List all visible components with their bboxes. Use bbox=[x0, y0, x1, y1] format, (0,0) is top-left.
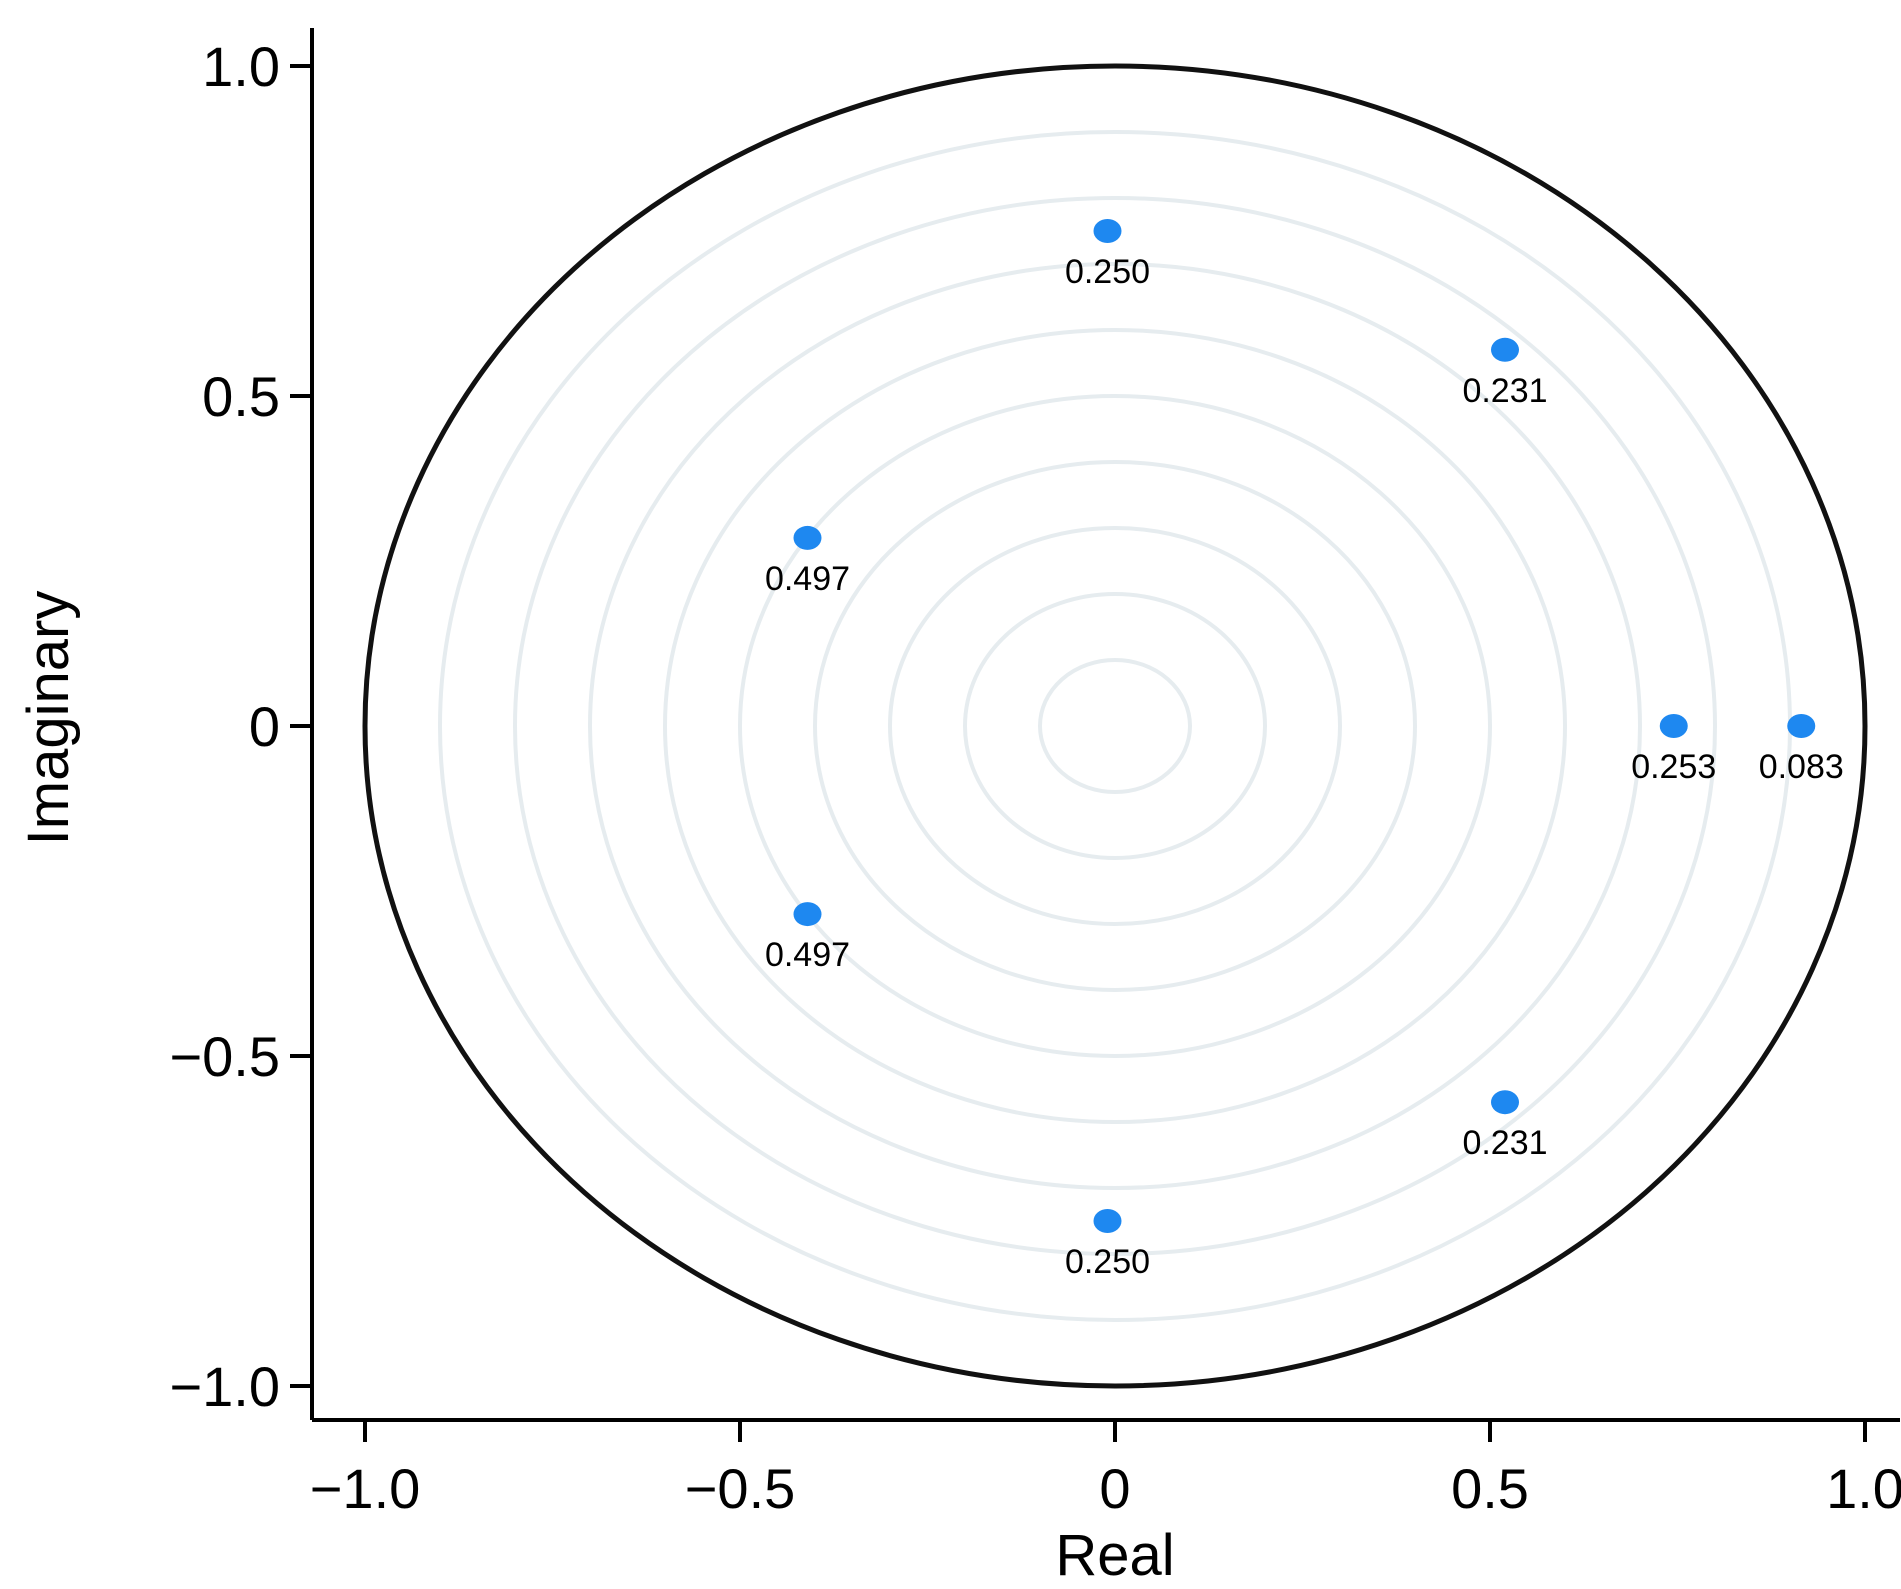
data-point bbox=[1093, 1209, 1122, 1233]
y-axis-title: Imaginary bbox=[16, 591, 81, 846]
data-point-label: 0.250 bbox=[1065, 1243, 1150, 1281]
unit-circle bbox=[362, 63, 1868, 1389]
y-tick-label: 0 bbox=[249, 695, 280, 758]
x-tick-label: 0.5 bbox=[1451, 1457, 1529, 1520]
reference-circles bbox=[438, 130, 1792, 1322]
reference-circle bbox=[588, 262, 1642, 1190]
y-tick-label: 0.5 bbox=[202, 365, 280, 428]
x-tick-label: 1.0 bbox=[1826, 1457, 1901, 1520]
data-point bbox=[793, 525, 822, 550]
reference-circle bbox=[963, 592, 1267, 860]
reference-circle bbox=[438, 130, 1792, 1322]
y-tick-label: 1.0 bbox=[202, 35, 280, 98]
y-tick-label: −1.0 bbox=[169, 1355, 280, 1418]
data-point-label: 0.231 bbox=[1462, 372, 1547, 410]
x-tick-label: 0 bbox=[1099, 1457, 1130, 1520]
data-point-label: 0.083 bbox=[1759, 748, 1844, 786]
data-point-label: 0.231 bbox=[1462, 1124, 1547, 1162]
x-tick-label: −1.0 bbox=[310, 1457, 421, 1520]
x-tick-label: −0.5 bbox=[685, 1457, 796, 1520]
reference-circle bbox=[513, 196, 1717, 1256]
data-point-label: 0.497 bbox=[765, 560, 850, 598]
data-point bbox=[1659, 714, 1688, 738]
data-point bbox=[1491, 1090, 1519, 1115]
reference-circle bbox=[1038, 658, 1192, 794]
x-axis-title: Real bbox=[1055, 1523, 1174, 1588]
y-tick-label: −0.5 bbox=[169, 1025, 280, 1088]
data-point-label: 0.253 bbox=[1631, 748, 1716, 786]
data-point bbox=[1491, 337, 1519, 362]
data-point-label: 0.497 bbox=[765, 936, 850, 974]
axes: 1.0 0.5 0 −0.5 −1.0 −1.0 −0.5 0 0.5 1.0 bbox=[169, 28, 1901, 1520]
reference-circle bbox=[888, 526, 1342, 926]
reference-circle bbox=[813, 460, 1417, 992]
data-point-label: 0.250 bbox=[1065, 253, 1150, 291]
data-point bbox=[1093, 219, 1122, 243]
unit-circle-layer bbox=[362, 63, 1868, 1389]
reference-circle bbox=[663, 328, 1567, 1124]
data-point bbox=[1787, 714, 1816, 738]
data-point bbox=[793, 902, 822, 927]
data-points: 0.250 0.231 0.497 0.253 0.083 0.497 0.231 0.250 bbox=[765, 219, 1844, 1281]
reference-circle bbox=[738, 394, 1492, 1058]
